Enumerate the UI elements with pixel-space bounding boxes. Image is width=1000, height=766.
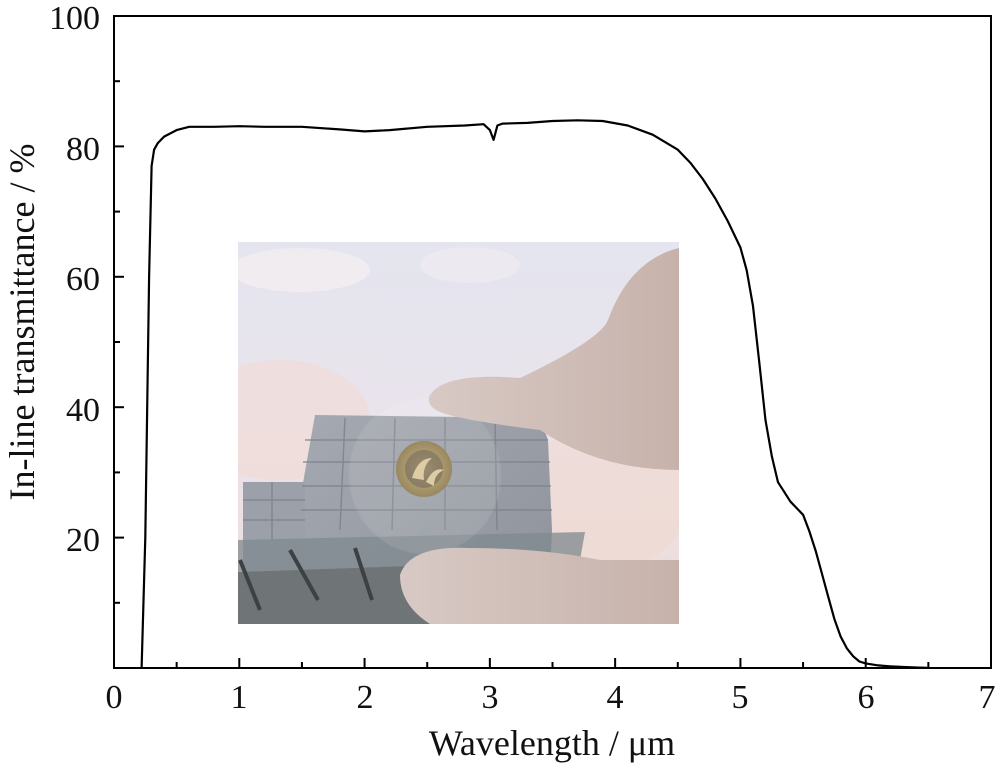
x-tick-label: 0 bbox=[106, 679, 123, 716]
x-tick-label: 4 bbox=[607, 679, 624, 716]
y-tick-labels: 20 40 60 80 100 bbox=[49, 0, 100, 559]
x-tick-label: 2 bbox=[357, 679, 374, 716]
x-tick-label: 5 bbox=[732, 679, 749, 716]
x-tick-label: 1 bbox=[231, 679, 248, 716]
x-tick-label: 3 bbox=[482, 679, 499, 716]
y-tick-label: 40 bbox=[66, 392, 100, 429]
y-axis-title: In-line transmittance / % bbox=[2, 144, 42, 501]
x-tick-label: 7 bbox=[979, 679, 996, 716]
x-tick-labels: 0 1 2 3 4 5 6 7 bbox=[106, 679, 996, 716]
y-tick-label: 80 bbox=[66, 131, 100, 168]
y-tick-label: 100 bbox=[49, 0, 100, 37]
axis-ticks bbox=[113, 80, 992, 668]
y-tick-label: 20 bbox=[66, 522, 100, 559]
x-tick-label: 6 bbox=[858, 679, 875, 716]
y-tick-label: 60 bbox=[66, 261, 100, 298]
inset-photo bbox=[238, 242, 679, 624]
transmittance-line bbox=[140, 119, 929, 669]
x-axis-title: Wavelength / μm bbox=[429, 723, 675, 763]
